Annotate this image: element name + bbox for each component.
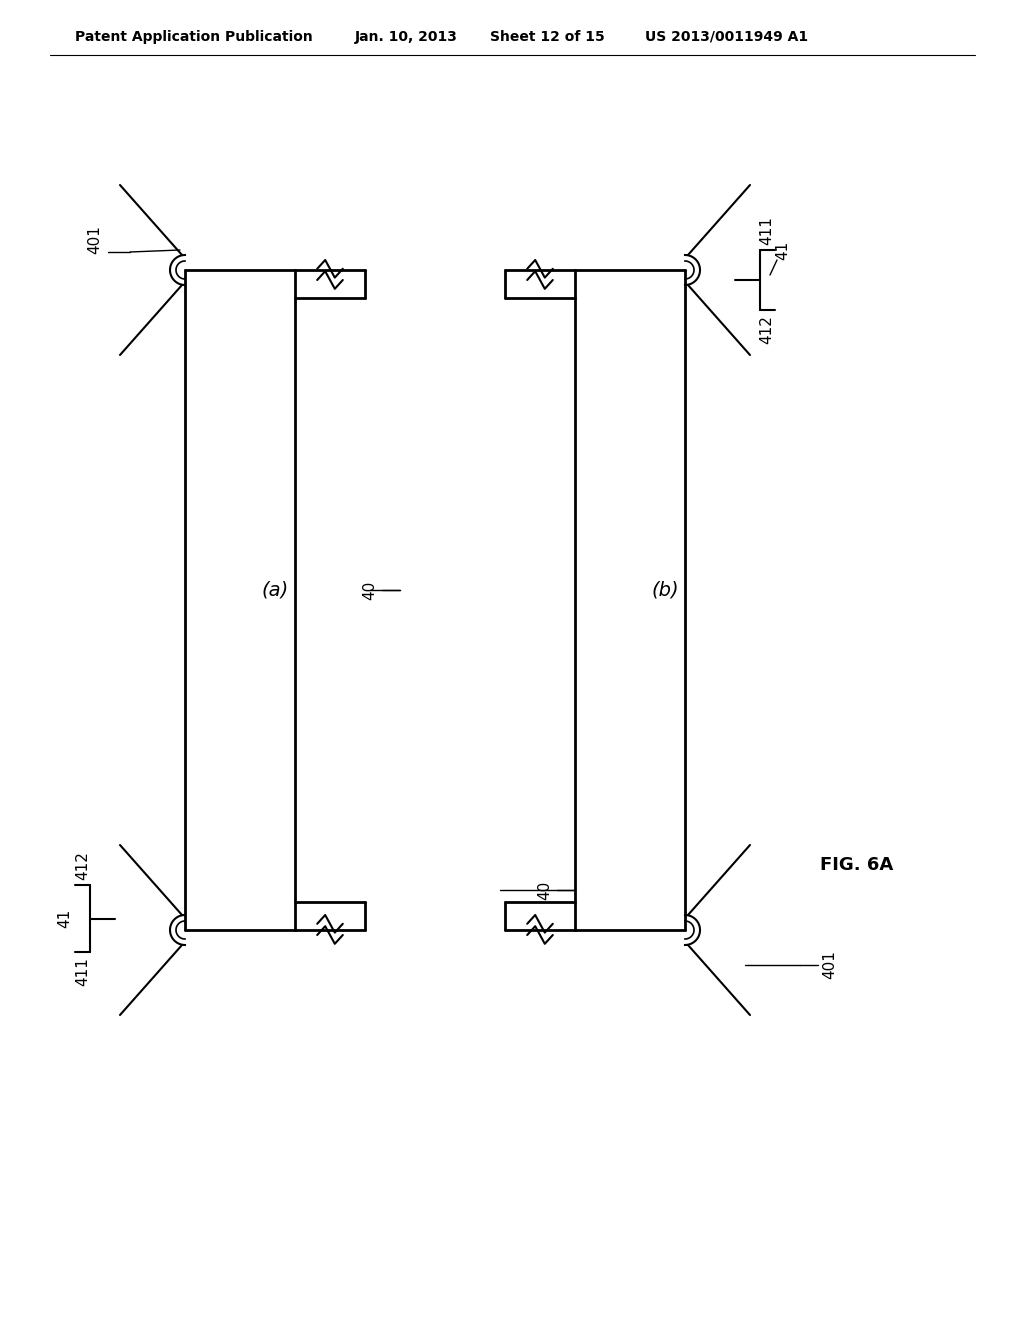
Text: FIG. 6A: FIG. 6A xyxy=(820,855,893,874)
Text: Patent Application Publication: Patent Application Publication xyxy=(75,30,312,44)
Text: 411: 411 xyxy=(760,216,774,246)
Text: 41: 41 xyxy=(57,909,73,928)
Text: 401: 401 xyxy=(87,226,102,255)
Text: 40: 40 xyxy=(538,880,553,900)
Text: Sheet 12 of 15: Sheet 12 of 15 xyxy=(490,30,605,44)
Text: Jan. 10, 2013: Jan. 10, 2013 xyxy=(355,30,458,44)
Text: (a): (a) xyxy=(261,581,289,599)
Text: 412: 412 xyxy=(760,315,774,345)
Text: 401: 401 xyxy=(822,950,838,979)
Text: 40: 40 xyxy=(362,581,378,599)
Text: 411: 411 xyxy=(76,957,90,986)
Text: US 2013/0011949 A1: US 2013/0011949 A1 xyxy=(645,30,808,44)
Text: 412: 412 xyxy=(76,851,90,880)
Text: 41: 41 xyxy=(775,240,791,260)
Text: (b): (b) xyxy=(651,581,679,599)
